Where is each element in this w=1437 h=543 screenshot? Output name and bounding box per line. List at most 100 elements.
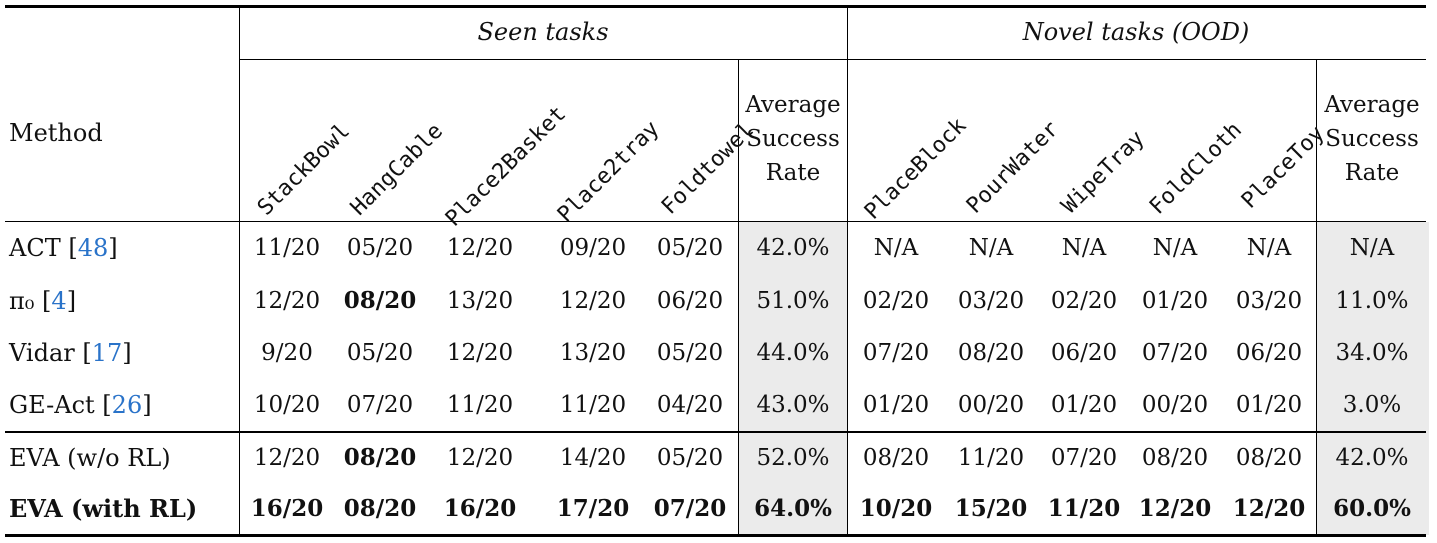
task-header-placeblock: PlaceBlock — [860, 113, 972, 225]
seen-score-cell: 12/20 — [253, 288, 321, 314]
novel-score-cell: 01/20 — [1050, 392, 1118, 418]
seen-score-cell: 11/20 — [253, 235, 321, 261]
seen-score-cell: 08/20 — [343, 287, 417, 314]
seen-average-cell: 43.0% — [756, 392, 830, 418]
header-rule — [5, 221, 1426, 222]
seen-score-cell: 11/20 — [446, 392, 514, 418]
method-name: ACT [48] — [9, 234, 118, 262]
citation-link[interactable]: 4 — [51, 287, 67, 315]
seen-score-cell: 09/20 — [559, 235, 627, 261]
seen-score-cell: 13/20 — [446, 288, 514, 314]
avg-line-3: Rate — [1344, 160, 1400, 186]
novel-score-cell: 07/20 — [862, 340, 930, 366]
seen-score-cell: 08/20 — [343, 495, 417, 522]
novel-score-cell: 11/20 — [1047, 495, 1121, 522]
avg-line-1: Average — [1324, 92, 1420, 118]
seen-score-cell: 05/20 — [656, 340, 724, 366]
seen-score-cell: 08/20 — [343, 444, 417, 471]
novel-average-cell: 42.0% — [1335, 445, 1409, 471]
novel-average-cell: 11.0% — [1335, 288, 1409, 314]
avg-line-1: Average — [745, 92, 841, 118]
task-header-hangcable: HangCable — [346, 118, 448, 221]
seen-score-cell: 11/20 — [559, 392, 627, 418]
task-header-place2basket: Place2Basket — [441, 101, 572, 232]
method-label: EVA (with RL) — [9, 494, 198, 523]
seen-score-cell: 10/20 — [253, 392, 321, 418]
method-name: GE-Act [26] — [9, 391, 152, 419]
novel-average-shade — [1317, 222, 1429, 535]
seen-score-cell: 16/20 — [250, 495, 324, 522]
task-header-pourwater: PourWater — [962, 116, 1064, 219]
seen-score-cell: 05/20 — [346, 340, 414, 366]
seen-average-shade — [739, 222, 847, 535]
novel-average-cell: 60.0% — [1333, 495, 1411, 522]
citation-link[interactable]: 26 — [111, 391, 143, 419]
novel-score-cell: N/A — [968, 235, 1014, 261]
novel-score-cell: 10/20 — [859, 495, 933, 522]
novel-average-cell: 34.0% — [1335, 340, 1409, 366]
seen-score-cell: 06/20 — [656, 288, 724, 314]
task-header-stackbowl: StackBowl — [253, 118, 355, 221]
method-name: EVA (w/o RL) — [9, 443, 171, 473]
method-label: Vidar — [9, 339, 75, 367]
seen-average-cell: 44.0% — [756, 340, 830, 366]
novel-average-header: Average Success Rate — [1317, 88, 1427, 190]
seen-avg-left-divider — [738, 60, 739, 535]
seen-tasks-header: Seen tasks — [477, 18, 609, 46]
seen-score-cell: 9/20 — [261, 340, 313, 366]
avg-line-2: Success — [746, 126, 840, 152]
seen-average-header: Average Success Rate — [738, 88, 848, 190]
seen-score-cell: 12/20 — [446, 340, 514, 366]
novel-tasks-header: Novel tasks (OOD) — [1022, 18, 1250, 46]
method-name: π₀ [4] — [9, 287, 77, 315]
seen-score-cell: 05/20 — [656, 235, 724, 261]
seen-score-cell: 05/20 — [656, 445, 724, 471]
novel-score-cell: N/A — [1152, 235, 1198, 261]
seen-score-cell: 13/20 — [559, 340, 627, 366]
novel-average-cell: 3.0% — [1342, 392, 1402, 418]
seen-score-cell: 07/20 — [653, 495, 727, 522]
novel-average-cell: N/A — [1349, 235, 1395, 261]
seen-score-cell: 12/20 — [253, 445, 321, 471]
method-name: Vidar [17] — [9, 339, 132, 367]
group-divider — [847, 8, 848, 535]
task-header-wipetray: WipeTray — [1057, 126, 1150, 219]
novel-score-cell: 12/20 — [1138, 495, 1212, 522]
method-divider — [239, 8, 240, 535]
novel-score-cell: 12/20 — [1232, 495, 1306, 522]
avg-line-2: Success — [1325, 126, 1419, 152]
novel-score-cell: 08/20 — [1235, 445, 1303, 471]
novel-score-cell: 08/20 — [862, 445, 930, 471]
method-label: GE-Act — [9, 391, 95, 419]
novel-score-cell: 01/20 — [1141, 288, 1209, 314]
method-label: EVA (w/o RL) — [9, 444, 171, 472]
novel-score-cell: 08/20 — [957, 340, 1025, 366]
seen-score-cell: 12/20 — [446, 445, 514, 471]
novel-avg-left-divider — [1316, 60, 1317, 535]
novel-score-cell: 00/20 — [1141, 392, 1209, 418]
novel-score-cell: 06/20 — [1235, 340, 1303, 366]
group-rule — [240, 59, 1426, 60]
novel-score-cell: 08/20 — [1141, 445, 1209, 471]
novel-score-cell: 00/20 — [957, 392, 1025, 418]
citation-link[interactable]: 17 — [91, 339, 123, 367]
novel-score-cell: 15/20 — [954, 495, 1028, 522]
seen-score-cell: 12/20 — [559, 288, 627, 314]
task-header-foldcloth: FoldCloth — [1145, 117, 1247, 220]
novel-score-cell: 03/20 — [957, 288, 1025, 314]
citation-link[interactable]: 48 — [77, 234, 109, 262]
method-label: π₀ — [9, 287, 35, 315]
section-rule — [5, 431, 1426, 433]
novel-score-cell: 06/20 — [1050, 340, 1118, 366]
seen-average-cell: 64.0% — [754, 495, 832, 522]
top-rule — [5, 5, 1426, 8]
novel-score-cell: 11/20 — [957, 445, 1025, 471]
seen-average-cell: 51.0% — [756, 288, 830, 314]
method-label: ACT — [9, 234, 61, 262]
novel-score-cell: N/A — [1246, 235, 1292, 261]
novel-score-cell: 01/20 — [1235, 392, 1303, 418]
seen-score-cell: 12/20 — [446, 235, 514, 261]
method-name: EVA (with RL) — [9, 494, 197, 524]
novel-score-cell: 02/20 — [1050, 288, 1118, 314]
novel-score-cell: 07/20 — [1050, 445, 1118, 471]
